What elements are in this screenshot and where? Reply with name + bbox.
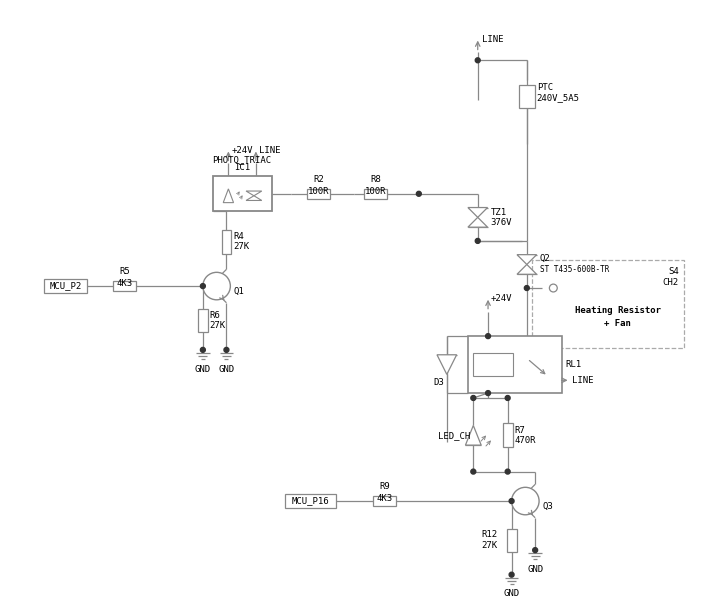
Text: R2: R2: [313, 175, 324, 184]
Circle shape: [512, 487, 539, 515]
Text: Q2: Q2: [540, 254, 550, 263]
Text: 100R: 100R: [365, 187, 386, 196]
Circle shape: [506, 395, 510, 400]
Circle shape: [506, 469, 510, 474]
Bar: [222, 230, 231, 254]
Text: 4K3: 4K3: [116, 279, 133, 288]
Text: Q3: Q3: [542, 502, 553, 511]
Text: LINE: LINE: [482, 35, 503, 44]
Bar: [198, 308, 207, 332]
Text: 376V: 376V: [491, 218, 512, 227]
Text: R7: R7: [515, 426, 525, 435]
Bar: [532, 260, 684, 348]
Text: Heating Resistor: Heating Resistor: [575, 306, 661, 315]
Polygon shape: [468, 208, 488, 217]
Text: PTC: PTC: [537, 83, 553, 92]
Text: TZ1: TZ1: [491, 208, 507, 217]
Text: +24V: +24V: [491, 295, 513, 304]
Text: GND: GND: [527, 565, 543, 574]
Circle shape: [550, 284, 558, 292]
Circle shape: [471, 395, 476, 400]
Bar: [507, 529, 516, 552]
Polygon shape: [466, 425, 481, 445]
Text: PHOTO_TRIAC: PHOTO_TRIAC: [212, 155, 272, 164]
Polygon shape: [223, 189, 234, 203]
Text: 27K: 27K: [210, 321, 226, 330]
Circle shape: [509, 572, 514, 577]
Circle shape: [476, 58, 480, 63]
Text: R8: R8: [370, 175, 381, 184]
Text: 27K: 27K: [233, 242, 250, 251]
Text: R9: R9: [379, 482, 390, 491]
Text: MCU_P16: MCU_P16: [292, 497, 329, 506]
Text: D3: D3: [433, 378, 444, 387]
Circle shape: [486, 391, 491, 395]
Polygon shape: [437, 355, 456, 374]
Text: + Fan: + Fan: [604, 319, 631, 328]
Circle shape: [533, 548, 538, 553]
Text: CH2: CH2: [663, 278, 679, 287]
Text: R5: R5: [119, 267, 130, 276]
Bar: [468, 336, 562, 393]
Polygon shape: [246, 196, 262, 200]
Polygon shape: [246, 191, 262, 196]
Polygon shape: [517, 265, 537, 274]
Text: LED_CH: LED_CH: [438, 431, 471, 440]
Text: 100R: 100R: [308, 187, 329, 196]
Text: 27K: 27K: [482, 541, 498, 550]
Text: Q1: Q1: [233, 286, 244, 295]
Text: LINE: LINE: [573, 376, 594, 385]
Circle shape: [476, 238, 480, 244]
Bar: [307, 189, 331, 199]
Bar: [212, 176, 272, 211]
Bar: [503, 424, 513, 447]
Text: LINE: LINE: [259, 146, 280, 155]
Text: S4: S4: [668, 267, 679, 276]
Text: 470R: 470R: [515, 436, 536, 445]
Text: +24V: +24V: [231, 146, 253, 155]
Circle shape: [524, 286, 529, 290]
Circle shape: [471, 469, 476, 474]
Bar: [285, 494, 337, 508]
Text: 240V_5A5: 240V_5A5: [537, 93, 580, 102]
Circle shape: [224, 347, 229, 352]
Text: GND: GND: [218, 365, 235, 374]
Circle shape: [509, 499, 514, 503]
Text: ST T435-600B-TR: ST T435-600B-TR: [540, 265, 609, 274]
Bar: [43, 279, 87, 293]
Text: MCU_P2: MCU_P2: [49, 281, 81, 290]
Text: GND: GND: [195, 365, 211, 374]
Polygon shape: [517, 254, 537, 265]
Bar: [473, 353, 513, 376]
Text: R6: R6: [210, 311, 220, 320]
Polygon shape: [468, 217, 488, 227]
Bar: [519, 85, 535, 109]
Text: 4K3: 4K3: [376, 494, 393, 503]
Text: IC1: IC1: [234, 163, 250, 172]
Circle shape: [486, 334, 491, 338]
Text: R4: R4: [233, 232, 244, 241]
Circle shape: [200, 347, 205, 352]
Text: GND: GND: [503, 589, 520, 598]
Circle shape: [203, 272, 230, 300]
Bar: [113, 281, 136, 291]
Bar: [373, 496, 396, 506]
Text: R12: R12: [482, 530, 498, 539]
Bar: [364, 189, 387, 199]
Circle shape: [416, 191, 421, 196]
Circle shape: [200, 284, 205, 289]
Text: RL1: RL1: [565, 360, 582, 369]
